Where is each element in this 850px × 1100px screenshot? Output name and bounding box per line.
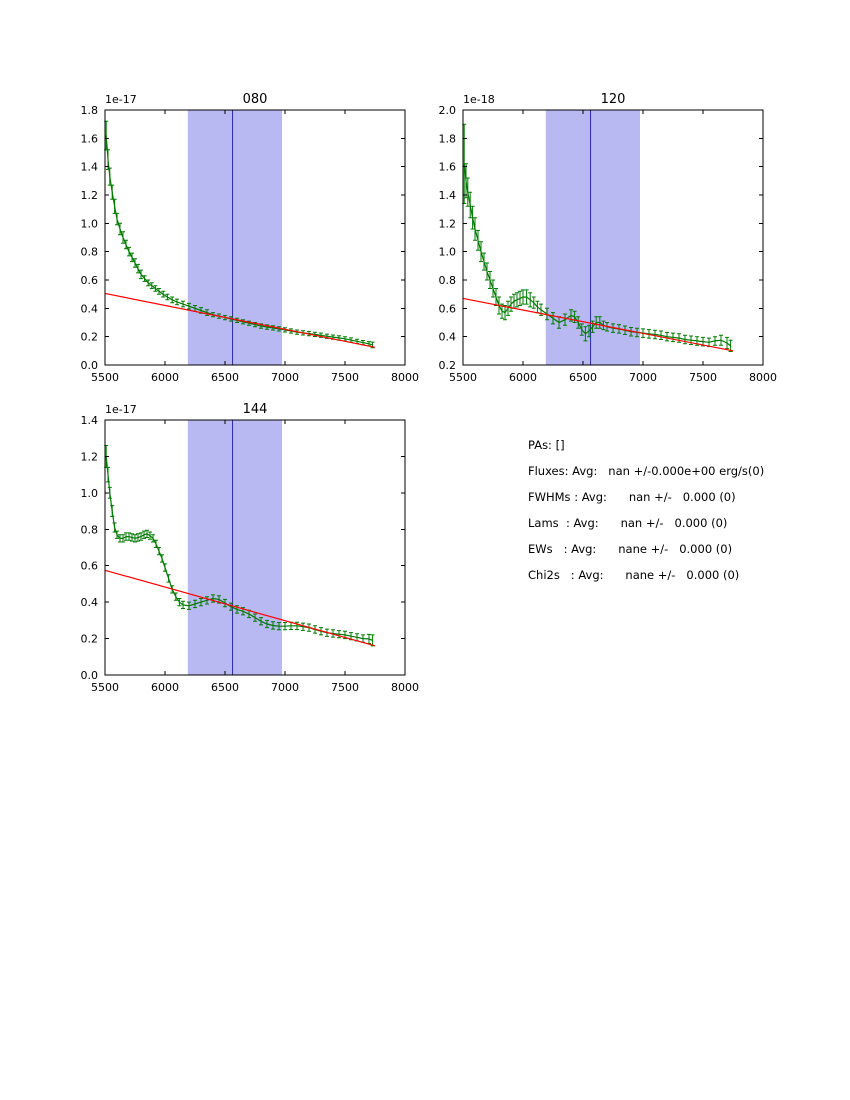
axis-offset-label: 1e-17 bbox=[105, 403, 137, 416]
y-tick-label: 0.0 bbox=[81, 669, 99, 682]
x-tick-label: 6000 bbox=[509, 371, 537, 384]
x-tick-label: 5500 bbox=[449, 371, 477, 384]
stats-line-fluxes: Fluxes: Avg: nan +/-0.000e+00 erg/s(0) bbox=[528, 464, 765, 478]
y-tick-label: 0.2 bbox=[81, 331, 99, 344]
x-tick-label: 5500 bbox=[91, 681, 119, 694]
tick-marks bbox=[104, 109, 406, 366]
axes-frame bbox=[104, 419, 406, 676]
x-tick-label: 7500 bbox=[689, 371, 717, 384]
spectrum-chart-080: 5500 6000 6500 7000 7500 8000 0.0 0.2 0.4 0.6 0.8 1… bbox=[50, 85, 430, 397]
x-tick-label: 7000 bbox=[271, 371, 299, 384]
y-tick-label: 1.2 bbox=[81, 450, 99, 463]
x-tick-label: 8000 bbox=[391, 371, 419, 384]
axes-frame bbox=[104, 109, 406, 366]
y-tick-label: 2.0 bbox=[439, 104, 457, 117]
tick-marks bbox=[462, 109, 764, 366]
axes-frame bbox=[462, 109, 764, 366]
y-tick-label: 1.0 bbox=[81, 217, 99, 230]
y-tick-label: 1.8 bbox=[439, 132, 457, 145]
y-tick-label: 0.8 bbox=[439, 274, 457, 287]
x-tick-label: 6000 bbox=[151, 371, 179, 384]
x-tick-label: 7000 bbox=[629, 371, 657, 384]
fit-line bbox=[462, 297, 734, 352]
y-tick-label: 0.6 bbox=[439, 302, 457, 315]
y-tick-label: 0.2 bbox=[439, 359, 457, 372]
x-tick-label: 7000 bbox=[271, 681, 299, 694]
tick-marks bbox=[104, 419, 406, 676]
y-tick-label: 1.6 bbox=[439, 161, 457, 174]
stats-line-chi2s: Chi2s : Avg: nane +/- 0.000 (0) bbox=[528, 568, 740, 582]
x-tick-label: 5500 bbox=[91, 371, 119, 384]
chart-title: 120 bbox=[601, 92, 626, 107]
y-tick-label: 1.4 bbox=[81, 414, 99, 427]
axis-offset-label: 1e-17 bbox=[105, 93, 137, 106]
spectrum-line bbox=[105, 135, 373, 346]
highlight-band bbox=[187, 110, 282, 365]
x-tick-label: 8000 bbox=[391, 681, 419, 694]
chart-svg: 5500 6000 6500 7000 7500 8000 0.2 0.4 0.6 0.8 1.0 1… bbox=[439, 92, 778, 384]
stats-line-lams: Lams : Avg: nan +/- 0.000 (0) bbox=[528, 516, 728, 530]
spectrum-chart-144: 5500 6000 6500 7000 7500 8000 0.0 0.2 0.4 0.6 0.8 1… bbox=[50, 395, 430, 707]
y-tick-label: 0.8 bbox=[81, 523, 99, 536]
chart-svg: 5500 6000 6500 7000 7500 8000 0.0 0.2 0.4 0.6 0.8 1… bbox=[81, 402, 420, 694]
y-tick-label: 0.6 bbox=[81, 560, 99, 573]
y-tick-label: 0.4 bbox=[81, 596, 99, 609]
chart-title: 144 bbox=[243, 402, 268, 417]
y-tick-label: 1.0 bbox=[81, 487, 99, 500]
chart-title: 080 bbox=[243, 92, 268, 107]
fit-line bbox=[104, 569, 376, 647]
stats-line-pas: PAs: [] bbox=[528, 438, 565, 452]
y-tick-label: 1.2 bbox=[81, 189, 99, 202]
y-tick-label: 0.4 bbox=[439, 331, 457, 344]
x-tick-label: 6500 bbox=[211, 681, 239, 694]
x-tick-label: 7500 bbox=[331, 371, 359, 384]
y-tick-label: 1.4 bbox=[439, 189, 457, 202]
chart-svg: 5500 6000 6500 7000 7500 8000 0.0 0.2 0.4 0.6 0.8 1… bbox=[81, 92, 420, 384]
y-tick-label: 1.2 bbox=[439, 217, 457, 230]
y-tick-label: 1.6 bbox=[81, 132, 99, 145]
highlight-band bbox=[187, 420, 282, 675]
spectrum-line bbox=[463, 163, 731, 347]
y-tick-label: 1.0 bbox=[439, 246, 457, 259]
fit-line bbox=[104, 292, 376, 348]
y-tick-label: 0.6 bbox=[81, 274, 99, 287]
x-tick-label: 8000 bbox=[749, 371, 777, 384]
y-tick-label: 0.0 bbox=[81, 359, 99, 372]
spectrum-chart-120: 5500 6000 6500 7000 7500 8000 0.2 0.4 0.6 0.8 1.0 1… bbox=[408, 85, 788, 397]
stats-line-ews: EWs : Avg: nane +/- 0.000 (0) bbox=[528, 542, 733, 556]
stats-line-fwhms: FWHMs : Avg: nan +/- 0.000 (0) bbox=[528, 490, 736, 504]
axis-offset-label: 1e-18 bbox=[463, 93, 495, 106]
stats-panel: PAs: [] Fluxes: Avg: nan +/-0.000e+00 er… bbox=[528, 432, 764, 588]
x-tick-label: 6000 bbox=[151, 681, 179, 694]
x-tick-label: 7500 bbox=[331, 681, 359, 694]
y-tick-label: 1.8 bbox=[81, 104, 99, 117]
y-tick-label: 0.2 bbox=[81, 633, 99, 646]
x-tick-label: 6500 bbox=[569, 371, 597, 384]
y-tick-label: 0.4 bbox=[81, 302, 99, 315]
x-tick-label: 6500 bbox=[211, 371, 239, 384]
y-tick-label: 1.4 bbox=[81, 161, 99, 174]
y-tick-label: 0.8 bbox=[81, 246, 99, 259]
